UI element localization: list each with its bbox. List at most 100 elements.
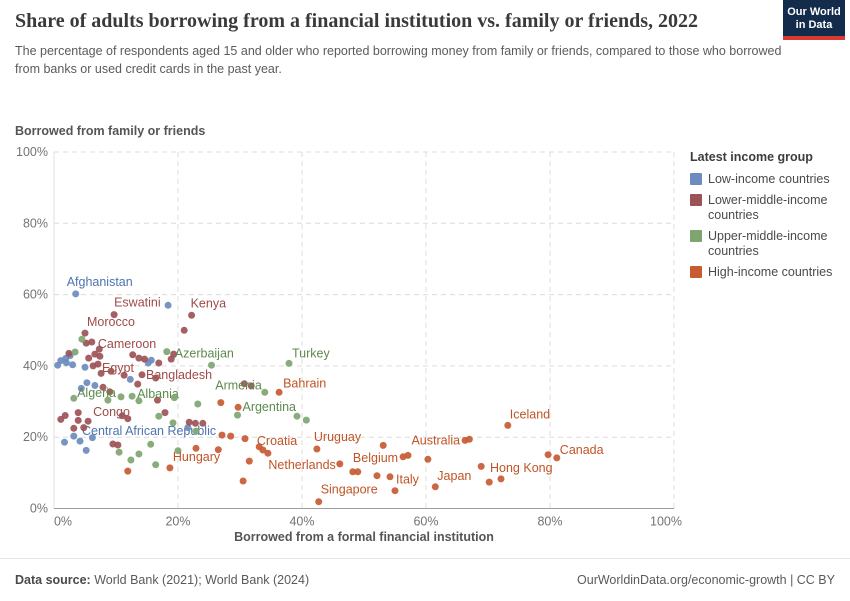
data-point[interactable] bbox=[57, 415, 65, 423]
data-point[interactable] bbox=[245, 457, 253, 465]
data-point[interactable] bbox=[134, 380, 142, 388]
data-point-bangladesh[interactable] bbox=[138, 371, 146, 379]
data-point[interactable] bbox=[62, 359, 70, 367]
legend-item-2[interactable]: Lower-middle-income countries bbox=[690, 193, 848, 223]
data-point[interactable] bbox=[97, 369, 105, 377]
data-point-hong-kong[interactable] bbox=[497, 475, 505, 483]
data-point[interactable] bbox=[477, 462, 485, 470]
owid-logo[interactable]: Our World in Data bbox=[783, 0, 845, 40]
data-point-algeria[interactable] bbox=[117, 393, 125, 401]
data-point[interactable] bbox=[424, 455, 432, 463]
data-point[interactable] bbox=[124, 415, 132, 423]
data-point-canada[interactable] bbox=[553, 454, 561, 462]
data-point[interactable] bbox=[302, 416, 310, 424]
data-point[interactable] bbox=[89, 362, 97, 370]
data-point[interactable] bbox=[69, 361, 77, 369]
data-point[interactable] bbox=[241, 435, 249, 443]
data-point[interactable] bbox=[161, 409, 169, 417]
data-point[interactable] bbox=[218, 431, 226, 439]
data-point-iceland[interactable] bbox=[504, 421, 512, 429]
data-point[interactable] bbox=[115, 448, 123, 456]
data-point[interactable] bbox=[71, 348, 79, 356]
data-point-uruguay[interactable] bbox=[313, 445, 321, 453]
data-point[interactable] bbox=[208, 361, 215, 369]
data-point[interactable] bbox=[169, 419, 177, 427]
data-point[interactable] bbox=[85, 354, 93, 362]
data-point[interactable] bbox=[485, 478, 493, 486]
data-point[interactable] bbox=[404, 451, 412, 459]
data-point[interactable] bbox=[82, 446, 90, 454]
data-point[interactable] bbox=[81, 363, 89, 371]
data-point[interactable] bbox=[465, 435, 473, 443]
data-point[interactable] bbox=[227, 432, 235, 440]
data-point[interactable] bbox=[354, 468, 362, 476]
data-point[interactable] bbox=[199, 419, 207, 427]
data-point[interactable] bbox=[96, 352, 104, 360]
data-point[interactable] bbox=[107, 367, 115, 375]
data-point-singapore[interactable] bbox=[315, 498, 323, 506]
data-point[interactable] bbox=[386, 473, 394, 481]
data-point[interactable] bbox=[152, 374, 160, 382]
data-point-turkey[interactable] bbox=[285, 359, 293, 367]
data-point[interactable] bbox=[349, 468, 357, 476]
data-point[interactable] bbox=[544, 451, 552, 459]
data-point[interactable] bbox=[240, 380, 248, 388]
data-point[interactable] bbox=[147, 440, 155, 448]
footer-link[interactable]: OurWorldinData.org/economic-growth | CC … bbox=[577, 573, 835, 587]
data-point-morocco[interactable] bbox=[81, 329, 89, 337]
data-point[interactable] bbox=[88, 434, 96, 442]
data-point[interactable] bbox=[88, 338, 96, 346]
data-point[interactable] bbox=[70, 424, 78, 432]
data-point[interactable] bbox=[104, 396, 112, 404]
data-point[interactable] bbox=[174, 447, 182, 455]
data-point[interactable] bbox=[170, 350, 178, 358]
data-point-azerbaijan[interactable] bbox=[163, 348, 171, 356]
data-point[interactable] bbox=[192, 444, 200, 452]
data-point[interactable] bbox=[191, 419, 199, 427]
data-point-kenya[interactable] bbox=[188, 311, 196, 319]
data-point[interactable] bbox=[80, 424, 88, 432]
data-point[interactable] bbox=[170, 394, 178, 402]
data-point[interactable] bbox=[155, 412, 163, 420]
data-point-armenia[interactable] bbox=[261, 388, 269, 396]
data-point-netherlands[interactable] bbox=[336, 460, 344, 468]
data-point[interactable] bbox=[91, 382, 99, 389]
data-point[interactable] bbox=[127, 456, 135, 464]
data-point[interactable] bbox=[155, 359, 163, 367]
data-point[interactable] bbox=[379, 441, 387, 449]
data-point-central-african-republic[interactable] bbox=[76, 437, 84, 445]
data-point[interactable] bbox=[259, 446, 267, 454]
data-point[interactable] bbox=[106, 388, 114, 396]
data-point[interactable] bbox=[70, 432, 78, 440]
data-point-congo[interactable] bbox=[84, 417, 92, 425]
data-point-eswatini[interactable] bbox=[110, 311, 118, 319]
data-point[interactable] bbox=[239, 477, 247, 485]
data-point-italy[interactable] bbox=[391, 487, 399, 495]
data-point[interactable] bbox=[147, 356, 155, 364]
data-point[interactable] bbox=[83, 379, 91, 387]
data-point[interactable] bbox=[54, 361, 62, 369]
data-point[interactable] bbox=[184, 424, 192, 432]
data-point-albania[interactable] bbox=[128, 392, 136, 400]
data-point[interactable] bbox=[74, 409, 82, 417]
data-point[interactable] bbox=[141, 355, 148, 363]
data-point[interactable] bbox=[234, 403, 242, 411]
data-point[interactable] bbox=[214, 446, 222, 454]
data-point-bahrain[interactable] bbox=[275, 388, 283, 396]
data-point[interactable] bbox=[120, 371, 128, 379]
data-point-japan[interactable] bbox=[431, 483, 439, 491]
data-point[interactable] bbox=[95, 345, 103, 353]
data-point[interactable] bbox=[154, 396, 161, 404]
data-point[interactable] bbox=[135, 397, 143, 405]
data-point[interactable] bbox=[192, 427, 200, 435]
data-point[interactable] bbox=[129, 351, 137, 359]
data-point[interactable] bbox=[152, 461, 160, 469]
data-point[interactable] bbox=[247, 382, 255, 390]
data-point[interactable] bbox=[65, 349, 73, 357]
data-point[interactable] bbox=[61, 438, 68, 446]
data-point[interactable] bbox=[99, 383, 107, 391]
data-point[interactable] bbox=[124, 467, 132, 475]
data-point-croatia[interactable] bbox=[264, 449, 272, 457]
data-point-hungary[interactable] bbox=[166, 464, 174, 472]
legend-item-4[interactable]: High-income countries bbox=[690, 265, 848, 280]
